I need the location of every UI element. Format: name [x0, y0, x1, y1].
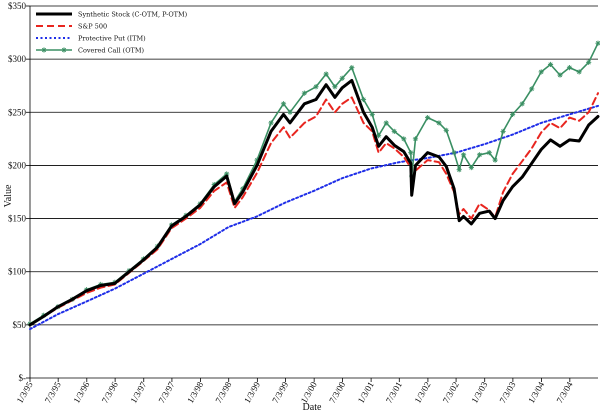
series-marker — [391, 128, 397, 135]
legend-item: S&P 500 — [36, 23, 107, 31]
series-marker — [369, 111, 375, 118]
series-marker — [547, 61, 554, 68]
series-marker — [412, 136, 419, 142]
series-marker — [476, 152, 483, 158]
legend-label: Synthetic Stock (C-OTM, P-OTM) — [78, 11, 188, 19]
series-line — [29, 92, 599, 326]
y-axis-title: Value — [3, 184, 14, 207]
series-marker — [383, 120, 389, 126]
legend-item: Synthetic Stock (C-OTM, P-OTM) — [36, 11, 188, 19]
y-tick-label: $150 — [8, 214, 27, 224]
x-tick-label: 7/3/01 — [384, 380, 404, 405]
legend: Synthetic Stock (C-OTM, P-OTM) S&P 500 Pro… — [36, 11, 188, 55]
series-lines — [27, 40, 600, 331]
x-tick-label: 7/3/98 — [213, 380, 233, 405]
legend-label: S&P 500 — [78, 23, 107, 31]
series-marker — [586, 59, 592, 65]
x-tick-label: 1/3/96 — [71, 380, 91, 405]
series-line — [28, 78, 600, 327]
x-tick-label: 1/3/02 — [412, 380, 432, 405]
series-marker — [509, 111, 516, 118]
series-marker — [519, 101, 525, 107]
series-marker — [566, 65, 573, 71]
series-marker — [349, 65, 355, 71]
x-tick-label: 1/3/97 — [128, 380, 148, 405]
y-tick-label: $300 — [8, 54, 27, 64]
x-tick-label: 7/3/96 — [100, 380, 120, 405]
series-marker — [61, 47, 67, 53]
legend-item: Protective Put (ITM) — [36, 35, 146, 43]
y-tick-label: $350 — [8, 1, 27, 11]
x-tick-label: 7/3/97 — [156, 380, 176, 405]
x-tick-label: 1/3/03 — [469, 380, 489, 405]
series-marker — [451, 150, 457, 156]
series-marker — [339, 75, 345, 81]
series-marker — [529, 86, 535, 92]
series-marker — [436, 120, 442, 126]
y-tick-label: $200 — [8, 160, 27, 170]
gridlines — [30, 5, 598, 379]
series-marker — [41, 47, 47, 53]
series-marker — [492, 157, 498, 163]
series-marker — [301, 90, 307, 96]
series-marker — [425, 115, 431, 121]
y-tick-label: $100 — [8, 267, 27, 277]
y-tick-label: $- — [19, 373, 27, 383]
axes: $- $50 $100 $150 $200 $250 $300 $350 1/3/95 7/3/9… — [8, 1, 575, 405]
x-axis-title: Date — [303, 402, 322, 413]
series-marker — [375, 133, 382, 139]
series-marker — [408, 150, 414, 156]
x-tick-label: 7/3/04 — [554, 380, 574, 405]
series-marker — [401, 136, 407, 142]
series-marker — [468, 164, 474, 171]
legend-label: Covered Call (OTM) — [78, 47, 145, 55]
x-tick-label: 1/3/99 — [242, 380, 262, 405]
x-tick-label: 1/3/98 — [185, 380, 205, 405]
series-marker — [500, 128, 506, 135]
x-tick-label: 7/3/99 — [270, 380, 290, 405]
x-tick-label: 1/3/04 — [526, 380, 546, 405]
series-marker — [460, 152, 467, 158]
series-marker — [538, 69, 544, 75]
series-marker — [557, 72, 563, 78]
x-tick-label: 1/3/01 — [356, 380, 376, 405]
series-marker — [313, 84, 319, 90]
y-tick-label: $250 — [8, 107, 27, 117]
x-tick-label: 7/3/02 — [441, 380, 461, 405]
x-tick-label: 1/3/95 — [15, 380, 35, 405]
series-marker — [287, 109, 293, 115]
series-marker — [595, 40, 600, 46]
series-line — [29, 104, 599, 331]
y-tick-label: $50 — [13, 320, 27, 330]
series-0 — [28, 78, 600, 327]
series-marker — [456, 167, 462, 173]
series-marker — [576, 69, 582, 75]
series-marker — [486, 150, 492, 156]
series-marker — [360, 96, 367, 103]
series-marker — [323, 71, 329, 77]
series-marker — [280, 101, 287, 107]
series-1 — [29, 92, 599, 326]
series-marker — [443, 127, 449, 133]
series-2 — [29, 104, 599, 331]
series-marker — [268, 120, 274, 126]
legend-item: Covered Call (OTM) — [36, 47, 145, 55]
x-tick-label: 7/3/00 — [327, 380, 347, 405]
series-marker — [332, 84, 338, 90]
x-tick-label: 7/3/95 — [43, 380, 63, 405]
legend-label: Protective Put (ITM) — [78, 35, 146, 43]
x-tick-label: 7/3/03 — [497, 380, 517, 405]
